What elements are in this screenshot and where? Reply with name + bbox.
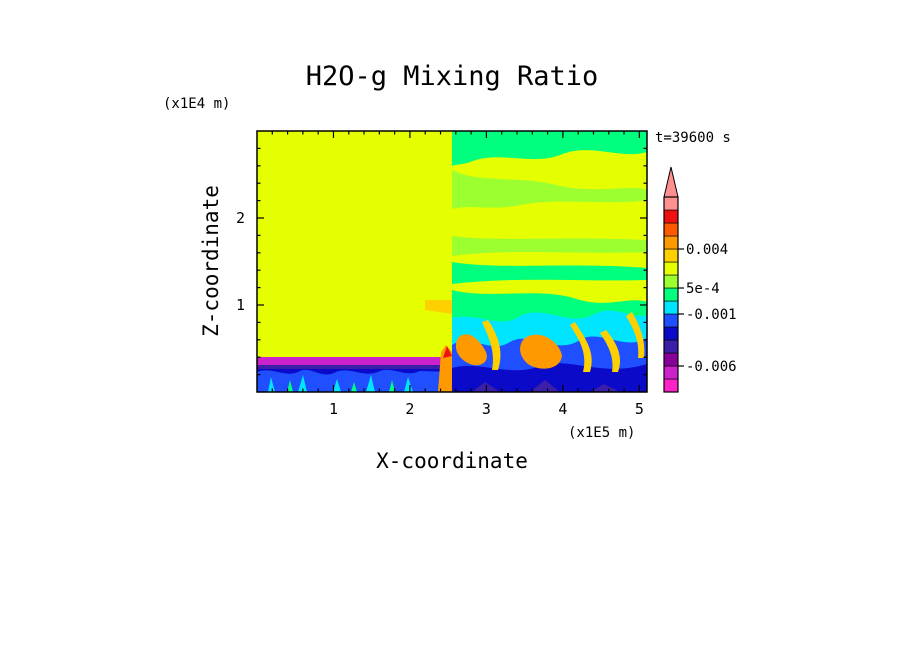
colorbar-swatch [663, 222, 679, 237]
axis-tick-labels: 1 2 3 4 5 1 2 [236, 209, 644, 418]
colorbar-swatch [663, 313, 679, 328]
time-label: t=39600 s [655, 130, 731, 146]
x-tick-label: 2 [405, 400, 414, 418]
colorbar-swatch [663, 261, 679, 276]
colorbar-swatch [663, 209, 679, 224]
colorbar-label: -0.001 [686, 307, 737, 323]
colorbar-label: -0.006 [686, 359, 737, 375]
x-unit-label: (x1E5 m) [568, 425, 635, 441]
colorbar-label: 5e-4 [686, 281, 720, 297]
colorbar-frame [663, 196, 679, 393]
colorbar-label: 0.004 [686, 242, 728, 258]
axis-ticks [257, 131, 647, 392]
x-tick-label: 4 [558, 400, 567, 418]
y-tick-label: 1 [236, 296, 245, 314]
colorbar-swatch [663, 378, 679, 393]
colorbar-swatch [663, 274, 679, 289]
y-tick-label: 2 [236, 209, 245, 227]
x-tick-label: 3 [482, 400, 491, 418]
x-tick-label: 5 [635, 400, 644, 418]
colorbar-extend-arrow [663, 166, 679, 198]
x-axis-label: X-coordinate [376, 449, 528, 473]
colorbar-swatch [663, 365, 679, 380]
colorbar-swatch [663, 339, 679, 354]
chart-title: H2O-g Mixing Ratio [306, 61, 599, 92]
x-tick-label: 1 [329, 400, 338, 418]
contour-field [257, 131, 647, 392]
colorbar-swatch [663, 326, 679, 341]
colorbar: -0.006 -0.001 5e-4 0.004 [663, 166, 737, 393]
left-upper-region [257, 131, 452, 361]
y-unit-label: (x1E4 m) [163, 96, 230, 112]
colorbar-swatch [663, 352, 679, 367]
y-axis-label: Z-coordinate [199, 185, 223, 337]
colorbar-swatch [663, 287, 679, 302]
colorbar-swatch [663, 196, 679, 211]
colorbar-swatch [663, 300, 679, 315]
plot-frame [256, 130, 648, 393]
colorbar-swatch [663, 248, 679, 263]
colorbar-swatch [663, 235, 679, 250]
